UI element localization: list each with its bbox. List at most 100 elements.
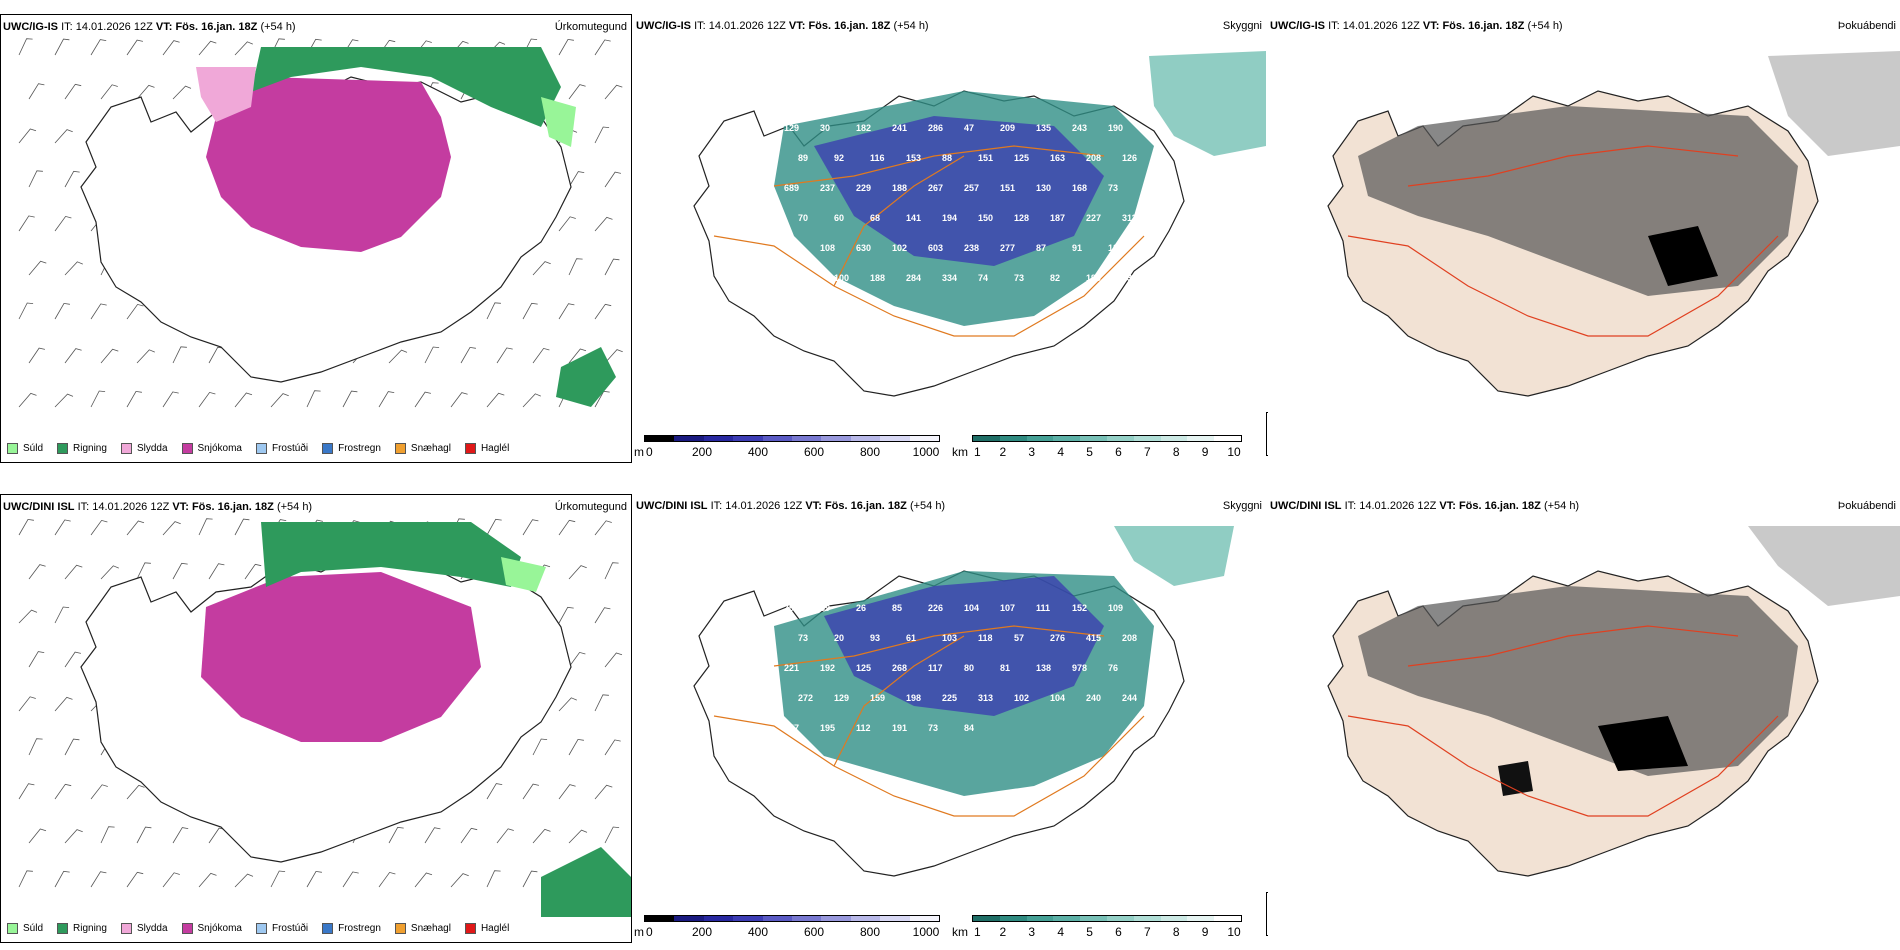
- init-time: 14.01.2026 12Z: [1359, 500, 1437, 512]
- visibility-value-label: 188: [892, 183, 907, 193]
- visibility-value-label: 190: [1086, 273, 1101, 283]
- snow-area: [206, 77, 451, 252]
- visibility-value-label: 284: [906, 273, 921, 283]
- visibility-value-label: 79: [784, 603, 794, 613]
- cloud-ceiling-area: [814, 116, 1104, 266]
- legend-swatch: [255, 443, 267, 454]
- ceiling-unit: m: [634, 925, 644, 939]
- wind-barb: [198, 518, 213, 536]
- ceiling-colorbar: m 0 200 400 600 800 1000: [634, 915, 940, 941]
- wind-barb: [90, 519, 108, 536]
- init-time: 14.01.2026 12Z: [92, 501, 170, 513]
- legend-label: Frostregn: [338, 923, 381, 934]
- wind-barb: [100, 84, 118, 100]
- visibility-panel-row2: UWC/DINI ISL IT: 14.01.2026 12Z VT: Fös.…: [634, 494, 1318, 943]
- legend-item: Súld: [7, 923, 43, 934]
- wind-barb: [378, 871, 396, 888]
- visibility-value-label: 81: [1000, 663, 1010, 673]
- visibility-value-label: 150: [978, 213, 993, 223]
- visibility-value-label: 276: [1050, 633, 1065, 643]
- wind-barb: [54, 696, 73, 712]
- init-label: IT:: [61, 21, 73, 33]
- visibility-value-label: 129: [784, 123, 799, 133]
- visibility-value-label: 198: [906, 693, 921, 703]
- visibility-value-label: 60: [834, 213, 844, 223]
- wind-barb: [342, 390, 358, 408]
- legend-label: Snjókoma: [197, 443, 242, 454]
- model-name: UWC/DINI ISL: [636, 500, 708, 512]
- wind-barb: [234, 41, 253, 56]
- panel-header: UWC/DINI ISL IT: 14.01.2026 12Z VT: Fös.…: [1270, 500, 1579, 512]
- legend-label: Slydda: [136, 443, 168, 454]
- visibility-value-label: 117: [928, 663, 943, 673]
- precip-type-panel-row1: UWC/IG-IS IT: 14.01.2026 12Z VT: Fös. 16…: [0, 14, 632, 463]
- legend-item: Snjókoma: [181, 443, 242, 454]
- wind-barb: [54, 129, 73, 144]
- road-network: [1347, 145, 1779, 337]
- colorbar-tick-label: 600: [803, 445, 825, 459]
- visibility-value-label: 68: [870, 213, 880, 223]
- wind-barb: [604, 258, 620, 276]
- wind-barb: [558, 519, 576, 536]
- rain-area: [251, 47, 561, 127]
- wind-barb: [54, 38, 70, 56]
- visibility-value-label: 157: [784, 723, 799, 733]
- wind-barb: [604, 739, 621, 756]
- legend-swatch: [7, 443, 18, 454]
- legend-swatch: [181, 923, 193, 934]
- colorbar-tick-label: 7: [1143, 445, 1151, 459]
- visibility-map: 79 59 26 85 226 104 107 111 152 109 73 20 93 61 103 118…: [693, 526, 1234, 877]
- wind-barb: [54, 215, 72, 232]
- wind-barb: [558, 303, 575, 320]
- wind-barb: [424, 827, 441, 844]
- wind-barb: [342, 871, 359, 888]
- legend-swatch: [120, 923, 132, 934]
- wind-barb: [594, 39, 611, 56]
- visibility-value-label: 61: [906, 633, 916, 643]
- visibility-value-label: 268: [892, 663, 907, 673]
- precip-type-panel-row2: UWC/DINI ISL IT: 14.01.2026 12Z VT: Fös.…: [0, 494, 632, 943]
- sea-fog-area: [1748, 526, 1900, 606]
- colorbar-tick-label: 400: [747, 445, 769, 459]
- wind-barb: [172, 562, 188, 580]
- visibility-value-label: 277: [1000, 243, 1015, 253]
- model-name: UWC/DINI ISL: [3, 501, 75, 513]
- cloud-ceiling-area: [824, 576, 1104, 716]
- wind-barb: [64, 564, 83, 580]
- wind-barb: [172, 827, 189, 844]
- colorbar-tick-label: 3: [1028, 445, 1036, 459]
- wind-barb: [100, 565, 119, 580]
- legend-swatch: [7, 923, 18, 934]
- colorbar-tick-label: 200: [691, 445, 713, 459]
- visibility-value-label: 267: [928, 183, 943, 193]
- legend-label: Snjókoma: [197, 923, 242, 934]
- wind-barb: [172, 346, 187, 364]
- visibility-value-label: 47: [964, 123, 974, 133]
- visibility-unit: km: [952, 445, 968, 459]
- wind-barb: [64, 651, 81, 668]
- visibility-values: 129 30 182 241 286 47 209 135 243 190 89 92 116 153 88…: [784, 123, 1137, 283]
- visibility-value-label: 114: [784, 243, 799, 253]
- sea-fog-area: [1149, 51, 1266, 156]
- visibility-value-label: 88: [942, 153, 952, 163]
- colorbar-tick-label: 1: [974, 925, 981, 939]
- visibility-value-label: 194: [942, 213, 957, 223]
- legend-item: Frostregn: [322, 443, 381, 454]
- wind-barb: [568, 171, 585, 188]
- colorbar-tick-label: 5: [1086, 925, 1093, 939]
- wind-barb: [234, 518, 250, 536]
- visibility-value-label: 311: [1122, 213, 1137, 223]
- visibility-value-label: 272: [798, 693, 813, 703]
- wind-barb: [18, 783, 35, 800]
- wind-barb: [54, 302, 70, 320]
- rain-area-se: [541, 847, 631, 917]
- visibility-value-label: 73: [1108, 183, 1118, 193]
- wind-barb: [18, 215, 35, 232]
- visibility-value-label: 104: [1050, 693, 1065, 703]
- wind-barb: [568, 565, 587, 580]
- visibility-panel-row1: UWC/IG-IS IT: 14.01.2026 12Z VT: Fös. 16…: [634, 14, 1318, 463]
- init-label: IT:: [1328, 20, 1340, 32]
- visibility-value-label: 221: [784, 663, 799, 673]
- visibility-colorbar: km 1 2 3 4 5 6 7 8 9 10: [952, 435, 1242, 461]
- wind-barb: [54, 606, 70, 624]
